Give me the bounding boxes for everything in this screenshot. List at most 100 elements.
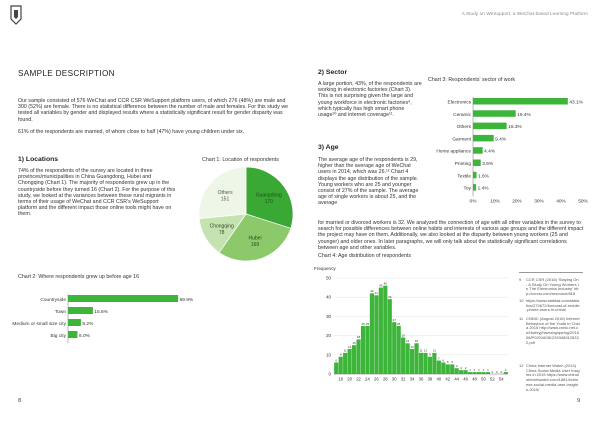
category-label: Electronics <box>448 100 472 106</box>
chart2-title: Chart 2: Where respondents grew up befor… <box>18 274 140 280</box>
footnote-divider <box>519 272 583 273</box>
histogram-bar <box>436 360 441 374</box>
bar-value-label: 42 <box>370 289 374 293</box>
footnote-text: CCR CSR (2016) 'Staying On - A Study On … <box>526 277 579 297</box>
bar-value-label: 5 <box>451 360 453 364</box>
category-label: Ceramic <box>453 112 471 118</box>
bar-value-label: 11 <box>424 349 427 353</box>
bar-value-label: 6 <box>442 358 444 362</box>
bar-value-label: 18 <box>357 335 361 339</box>
histogram-bar <box>360 326 366 374</box>
bar <box>473 171 477 179</box>
bar <box>68 295 179 302</box>
x-tick-label: 36 <box>419 377 424 382</box>
bar <box>473 159 481 166</box>
bar <box>68 319 81 326</box>
category-label: Medium or small size city <box>12 321 66 327</box>
histogram-bar <box>396 326 401 374</box>
y-tick-label: 0 <box>329 372 332 377</box>
bar-value-label: 25 <box>397 322 401 326</box>
x-tick-label: 38 <box>428 377 433 382</box>
histogram-bar <box>432 352 437 374</box>
bar-value-label: 3 <box>456 364 458 368</box>
locations-paragraph: 74% of the respondents of the survey are… <box>18 168 176 218</box>
histogram-bar <box>347 349 352 374</box>
category-label: Countryside <box>40 297 66 303</box>
bar-value-label: 11 <box>419 349 422 353</box>
bar-value-label: 2 <box>460 366 462 370</box>
histogram-bar <box>369 293 375 374</box>
locations-heading: 1) Locations <box>18 156 59 163</box>
page-number-right: 9 <box>577 398 581 404</box>
y-axis-title: Frequency <box>314 266 336 271</box>
bar-value-label: 7 <box>438 356 440 360</box>
histogram-bar <box>409 349 415 374</box>
y-tick-label: 30 <box>326 314 331 319</box>
histogram-bar <box>401 337 406 374</box>
bar-value-label: 1 <box>474 368 476 372</box>
data-label: 15.3% <box>508 124 522 130</box>
bar-value-label: 39 <box>388 295 392 299</box>
bar-value-label: 5 <box>447 360 449 364</box>
marriage-paragraph: 61% of the respondents are married, of w… <box>18 129 245 135</box>
x-tick-label: 20 <box>347 377 352 382</box>
histogram-bar <box>405 343 410 374</box>
histogram-bar <box>463 370 468 374</box>
x-tick-label: 30 <box>392 377 397 382</box>
bar-value-label: 9 <box>429 353 431 357</box>
bar-value-label: 13 <box>410 345 414 349</box>
tick-label: 10% <box>490 198 500 204</box>
histogram-bar <box>467 372 473 374</box>
intro-paragraph: Our sample consisted of 576 WeChat and C… <box>18 98 289 123</box>
x-tick-label: 50 <box>481 377 486 382</box>
pie-slice-others <box>198 166 247 220</box>
data-label: 69.9% <box>180 297 194 303</box>
histogram-bar <box>472 372 477 374</box>
chart4-title: Chart 4: Age distribution of respondents <box>318 253 412 259</box>
histogram-bar <box>445 364 450 374</box>
data-label: 6.0% <box>79 333 91 339</box>
bar-value-label: 16 <box>415 339 419 343</box>
histogram-bar <box>427 356 433 374</box>
category-label: Garment <box>452 136 471 142</box>
tick-label: 50% <box>578 198 588 204</box>
bar-value-label: 1 <box>483 368 485 372</box>
bar <box>473 184 477 191</box>
histogram-bar <box>356 339 361 374</box>
bar <box>473 98 568 105</box>
bar-value-label: 1 <box>478 368 480 372</box>
histogram-bar <box>503 372 508 374</box>
age-heading: 3) Age <box>318 144 339 151</box>
histogram-bar <box>441 362 446 374</box>
logo-icon <box>10 5 22 25</box>
category-label: Printing <box>455 161 472 167</box>
histogram-bar <box>374 295 379 374</box>
bar-value-label: 9 <box>340 353 342 357</box>
x-tick-label: 42 <box>445 377 450 382</box>
bar-value-label: 6 <box>335 358 337 362</box>
histogram-bar <box>485 372 491 374</box>
histogram-bar <box>418 352 424 374</box>
data-label: 19.4% <box>517 112 531 118</box>
bar-value-label: 0 <box>492 370 494 374</box>
pie-label: Hubei <box>249 236 262 242</box>
bar-value-label: 11 <box>433 349 436 353</box>
x-tick-label: 28 <box>383 377 388 382</box>
bar-value-label: 15 <box>352 341 356 345</box>
data-label: 43.1% <box>569 100 583 106</box>
data-label: 3.5% <box>482 161 494 167</box>
tick-label: 0% <box>470 198 478 204</box>
sector-heading: 2) Sector <box>318 69 348 76</box>
bar-value-label: 1 <box>469 368 471 372</box>
y-tick-label: 20 <box>326 333 331 338</box>
bar <box>473 110 516 117</box>
category-label: Toy <box>464 186 472 192</box>
histogram-bar <box>383 285 388 374</box>
section-title: SAMPLE DESCRIPTION <box>18 69 115 78</box>
histogram-bar <box>365 326 370 374</box>
histogram-bar <box>481 372 486 374</box>
pie-value: 169 <box>251 242 260 248</box>
bar-value-label: 0 <box>500 370 502 374</box>
